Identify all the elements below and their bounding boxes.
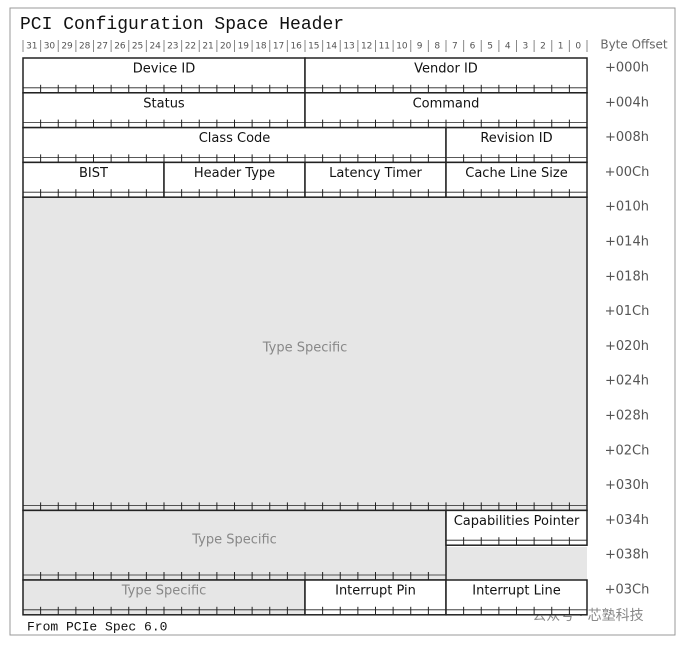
byte-offset: +018h xyxy=(605,269,649,284)
bit-label: 3 xyxy=(522,42,528,52)
bit-label: 24 xyxy=(149,42,161,52)
field-label: Type Specific xyxy=(121,584,207,599)
bit-label: 6 xyxy=(470,42,476,52)
bit-label: 27 xyxy=(97,42,108,52)
field-label: Type Specific xyxy=(191,533,277,548)
bit-label: 30 xyxy=(44,42,56,52)
bit-label: 15 xyxy=(308,42,319,52)
field-label: Status xyxy=(143,96,185,111)
bit-label: 20 xyxy=(220,42,232,52)
bit-label: 29 xyxy=(61,42,73,52)
byte-offset: +010h xyxy=(605,200,649,215)
field-label: Type Specific xyxy=(262,341,348,356)
byte-offset: +008h xyxy=(605,130,649,145)
field-label: Header Type xyxy=(194,166,275,181)
byte-offset: +014h xyxy=(605,235,649,250)
bit-label: 16 xyxy=(290,42,302,52)
byte-offset: +024h xyxy=(605,374,649,389)
bit-label: 19 xyxy=(238,42,250,52)
field-label: Interrupt Pin xyxy=(335,584,416,599)
footer-source: From PCIe Spec 6.0 xyxy=(27,619,167,634)
bit-label: 5 xyxy=(487,42,493,52)
reserved-field xyxy=(22,509,447,581)
bit-label: 1 xyxy=(558,42,564,52)
bit-label: 22 xyxy=(185,42,196,52)
field-label: Cache Line Size xyxy=(465,166,567,181)
reserved-field xyxy=(22,196,588,512)
bit-label: 23 xyxy=(167,42,178,52)
field-label: Device ID xyxy=(133,62,195,77)
byte-offset: +020h xyxy=(605,339,649,354)
frame xyxy=(9,7,676,636)
byte-offset: +000h xyxy=(605,61,649,76)
bit-label: 11 xyxy=(379,42,390,52)
byte-offset: +034h xyxy=(605,513,649,528)
bit-label: 18 xyxy=(255,42,267,52)
bit-label: 8 xyxy=(434,42,440,52)
bit-label: 13 xyxy=(343,42,354,52)
bit-label: 28 xyxy=(79,42,91,52)
byte-offset: +00Ch xyxy=(605,165,650,180)
byte-offset: +02Ch xyxy=(605,443,650,458)
field-label: Class Code xyxy=(199,131,271,146)
byte-offset: +028h xyxy=(605,409,649,424)
register-field xyxy=(304,92,588,129)
bit-label: 0 xyxy=(575,42,581,52)
field-label: BIST xyxy=(79,166,108,181)
field-label: Capabilities Pointer xyxy=(454,514,580,529)
gray-fill xyxy=(445,547,587,580)
byte-offset: +03Ch xyxy=(605,583,650,598)
field-label: Command xyxy=(413,96,480,111)
bit-label: 17 xyxy=(273,42,284,52)
bit-label: 10 xyxy=(396,42,408,52)
byte-offset: +004h xyxy=(605,95,649,110)
field-label: Revision ID xyxy=(480,131,552,146)
bit-label: 31 xyxy=(26,42,37,52)
bit-label: 14 xyxy=(326,42,338,52)
bit-label: 2 xyxy=(540,42,546,52)
bit-label: 9 xyxy=(417,42,423,52)
byte-offset: +038h xyxy=(605,548,649,563)
bit-label: 12 xyxy=(361,42,372,52)
byte-offset-label: Byte Offset xyxy=(600,38,668,52)
title: PCI Configuration Space Header xyxy=(20,15,344,35)
bit-label: 26 xyxy=(114,42,126,52)
byte-offset: +030h xyxy=(605,478,649,493)
bit-label: 21 xyxy=(202,42,213,52)
field-label: Latency Timer xyxy=(329,166,422,181)
field-label: Vendor ID xyxy=(414,62,478,77)
byte-offset: +01Ch xyxy=(605,304,650,319)
bit-label: 7 xyxy=(452,42,458,52)
bit-label: 25 xyxy=(132,42,143,52)
field-label: Interrupt Line xyxy=(472,584,560,599)
bit-label: 4 xyxy=(505,42,511,52)
